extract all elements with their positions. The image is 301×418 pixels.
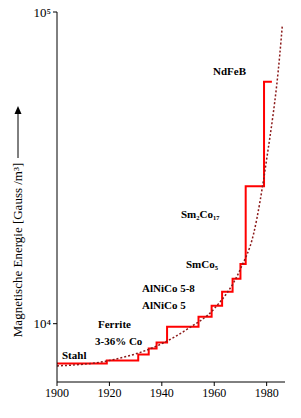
svg-text:1940: 1940: [150, 386, 174, 400]
svg-text:SmCo₅: SmCo₅: [186, 258, 219, 270]
svg-text:3-36% Co: 3-36% Co: [95, 335, 143, 347]
svg-text:Stahl: Stahl: [62, 349, 86, 361]
svg-text:1960: 1960: [202, 386, 226, 400]
svg-text:10⁴: 10⁴: [33, 316, 51, 331]
svg-text:1980: 1980: [255, 386, 279, 400]
svg-text:AlNiCo 5: AlNiCo 5: [142, 299, 186, 311]
svg-text:1900: 1900: [45, 386, 69, 400]
svg-text:Sm₂Co₁₇: Sm₂Co₁₇: [181, 208, 220, 220]
svg-text:1920: 1920: [97, 386, 121, 400]
svg-text:Ferrite: Ferrite: [98, 318, 131, 330]
svg-text:Magnetische Energie [Gauss /m: Magnetische Energie [Gauss /m³]: [10, 163, 25, 337]
svg-text:AlNiCo 5-8: AlNiCo 5-8: [142, 282, 195, 294]
svg-text:10⁵: 10⁵: [33, 5, 51, 20]
svg-text:NdFeB: NdFeB: [213, 65, 247, 77]
